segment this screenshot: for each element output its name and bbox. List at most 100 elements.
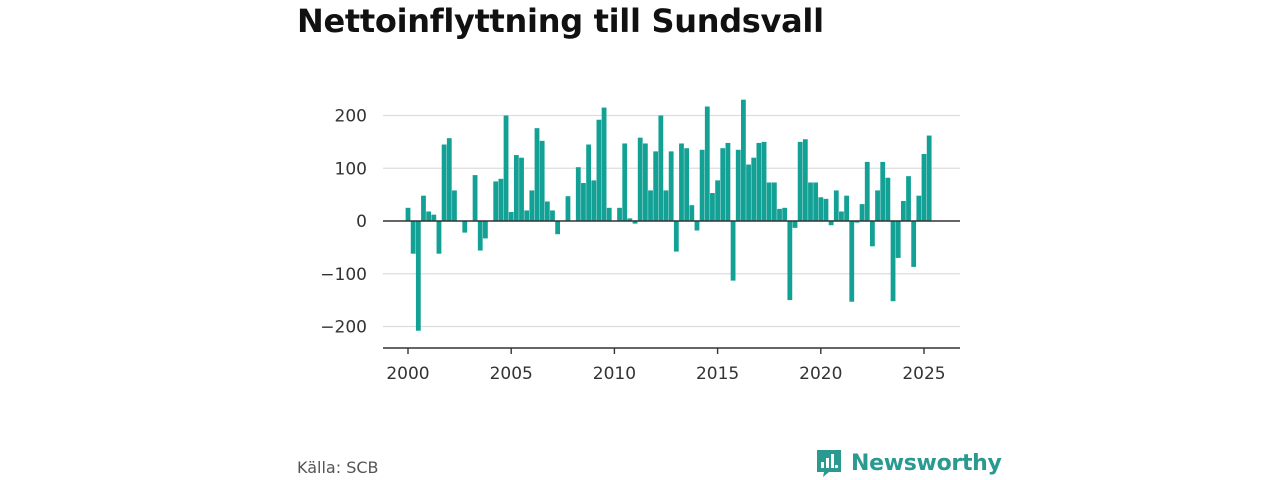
bar [642, 143, 648, 221]
bar [710, 193, 715, 221]
bar [581, 183, 586, 221]
bar [596, 119, 602, 221]
bar [844, 195, 849, 221]
chart-title: Nettoinflyttning till Sundsvall [297, 2, 824, 40]
bar [720, 148, 726, 221]
bar [839, 211, 844, 221]
y-tick-label: 200 [335, 107, 367, 127]
bar [426, 211, 432, 221]
source-note: Källa: SCB [297, 458, 379, 477]
bar [911, 221, 917, 267]
bar [524, 210, 530, 221]
bar [895, 221, 901, 258]
bar [926, 135, 932, 221]
bar [833, 190, 839, 221]
bar [751, 157, 757, 221]
bar [808, 182, 813, 221]
newsworthy-logo: Newsworthy [815, 447, 1002, 479]
bar [627, 218, 633, 221]
bar [539, 140, 545, 221]
bar [777, 208, 782, 221]
bar [534, 128, 540, 221]
bar [766, 182, 772, 221]
bar [452, 190, 457, 221]
newsworthy-logo-icon [817, 450, 841, 477]
bar [771, 182, 777, 221]
y-tick-label: 100 [335, 159, 367, 179]
bar [875, 190, 880, 221]
bar [756, 142, 762, 221]
bar [519, 157, 524, 221]
bar [637, 137, 643, 221]
bar [859, 204, 865, 221]
bar [498, 178, 504, 221]
bar [735, 149, 741, 221]
bar [787, 221, 793, 301]
bar [797, 141, 803, 222]
bar [802, 139, 808, 221]
bar [885, 177, 891, 221]
bar [410, 221, 416, 254]
bar [436, 221, 442, 254]
x-tick-label: 2005 [490, 364, 533, 384]
axes: −200 −100 0 100 200 2000 2005 2010 2015 2020 2025 [320, 107, 960, 384]
bar [462, 221, 468, 233]
bar [849, 221, 855, 302]
bar [694, 221, 700, 231]
y-tick-label: 0 [356, 212, 367, 232]
bar [513, 155, 519, 221]
bar [544, 201, 550, 221]
bar [761, 141, 767, 222]
bar [405, 207, 411, 221]
bar [483, 221, 488, 239]
bar [658, 115, 664, 221]
bar [792, 221, 798, 228]
bar [864, 161, 870, 221]
bar [689, 205, 695, 221]
bar [741, 99, 746, 221]
bar [684, 148, 690, 221]
bar [601, 107, 607, 221]
bar [529, 190, 535, 221]
bar [472, 175, 478, 221]
bar [715, 180, 720, 221]
bar [591, 180, 597, 221]
bar [493, 181, 499, 221]
bar [880, 161, 886, 221]
bar [477, 221, 483, 251]
y-tick-label: −200 [320, 318, 367, 338]
brand-name: Newsworthy [851, 450, 1002, 476]
bar [679, 143, 684, 221]
bar [431, 214, 437, 221]
bar [575, 167, 581, 221]
x-tick-label: 2025 [902, 364, 945, 384]
bar [622, 143, 628, 221]
bar [673, 221, 679, 252]
bar [890, 221, 896, 302]
bar [916, 195, 922, 221]
x-tick-label: 2015 [696, 364, 739, 384]
x-tick-label: 2010 [593, 364, 636, 384]
bars [405, 99, 932, 331]
bar [565, 196, 571, 221]
bar [550, 210, 555, 221]
bar [421, 195, 426, 221]
bar [782, 207, 788, 221]
bar [663, 190, 669, 221]
bar [441, 144, 447, 221]
bar [870, 221, 875, 247]
bar [818, 197, 824, 221]
bar [900, 200, 906, 221]
x-tick-label: 2020 [799, 364, 842, 384]
bar [508, 212, 514, 221]
bar [503, 115, 509, 221]
bar [906, 176, 911, 221]
x-tick-label: 2000 [386, 364, 429, 384]
bar [446, 138, 452, 221]
bar [704, 106, 710, 221]
bar [617, 207, 622, 221]
bar [699, 149, 705, 221]
bar [725, 142, 731, 221]
bar [921, 154, 927, 221]
bar [415, 221, 421, 331]
